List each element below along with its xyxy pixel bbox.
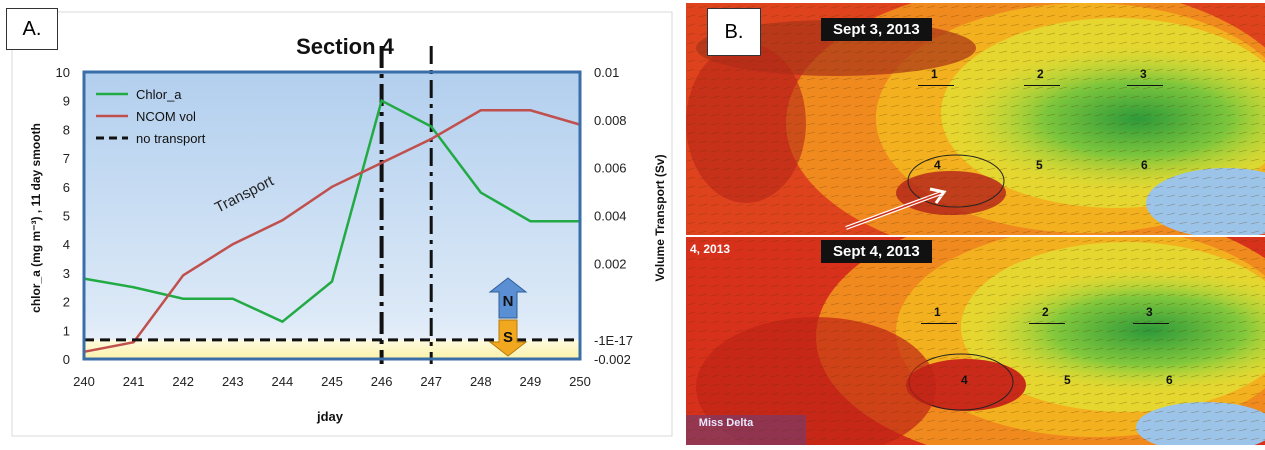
section-label-4: 4: [934, 158, 941, 172]
section-label-2: 2: [1037, 67, 1044, 81]
x-tick-label: 248: [470, 374, 492, 389]
plot-border: [82, 70, 582, 361]
section-underline: [1133, 323, 1169, 324]
right-axis-label: Volume Transport (Sv): [653, 154, 667, 281]
section-label-2: 2: [1042, 305, 1049, 319]
plot-background: [84, 72, 580, 359]
map-panel-b: Sept 3, 2013 1 2 3 4 5 6: [683, 0, 1265, 445]
north-label: N: [503, 293, 514, 310]
south-label: S: [503, 329, 513, 346]
x-tick-label: 249: [520, 374, 542, 389]
section-underline: [1029, 323, 1065, 324]
series-line-chlor-a: [83, 98, 580, 324]
x-tick-label: 250: [569, 374, 591, 389]
left-tick-label: 0: [63, 352, 70, 367]
x-tick-label: 242: [172, 374, 194, 389]
map-sept-3: Sept 3, 2013 1 2 3 4 5 6: [686, 3, 1265, 235]
legend-entry: no transport: [136, 131, 206, 146]
chart-title: Section 4: [296, 34, 395, 59]
section-label-5: 5: [1064, 373, 1071, 387]
south-arrow: [488, 319, 528, 357]
right-tick-label: 0.01: [594, 65, 619, 80]
section-label-5: 5: [1036, 158, 1043, 172]
right-tick-label: 0.008: [594, 113, 627, 128]
section-underline: [921, 323, 957, 324]
section-label-1: 1: [931, 67, 938, 81]
left-tick-label: 3: [63, 266, 70, 281]
below-zero-band: [84, 339, 580, 359]
right-tick-label: 0.006: [594, 161, 627, 176]
map-sept-4: 4, 2013 Sept 4, 2013 1 2 3 4 5 6 Miss De…: [686, 237, 1265, 445]
panel-a-tag: A.: [6, 8, 58, 50]
legend-entry: NCOM vol: [136, 109, 196, 124]
map-sept-3-image: [686, 3, 1265, 235]
x-tick-label: 245: [321, 374, 343, 389]
north-arrow: [488, 277, 528, 319]
chart-panel-a: 0 1 2 3 4 5 6 7 8 9 10 -0.002 -1E-17 0.002 0.004 0.006 0…: [6, 8, 673, 437]
x-tick-label: 240: [73, 374, 95, 389]
section-underline: [1127, 85, 1163, 86]
left-tick-label: 8: [63, 122, 70, 137]
left-axis-label: chlor_a (mg m⁻³) , 11 day smooth: [29, 123, 43, 313]
map-date-label: Sept 3, 2013: [821, 18, 932, 41]
left-tick-label: 5: [63, 209, 70, 224]
left-tick-label: 10: [56, 65, 70, 80]
section-underline: [1024, 85, 1060, 86]
section-label-3: 3: [1140, 67, 1147, 81]
map-partial-date: 4, 2013: [690, 242, 731, 256]
x-tick-label: 244: [272, 374, 294, 389]
left-tick-label: 7: [63, 151, 70, 166]
left-tick-label: 6: [63, 180, 70, 195]
section-label-3: 3: [1146, 305, 1153, 319]
right-tick-label: -0.002: [594, 352, 631, 367]
panel-b-tag: B.: [707, 8, 761, 56]
x-tick-label: 246: [371, 374, 393, 389]
miss-delta-label: Miss Delta: [698, 417, 754, 429]
left-tick-label: 4: [63, 237, 70, 252]
x-tick-label: 247: [420, 374, 442, 389]
x-tick-label: 241: [123, 374, 145, 389]
left-tick-label: 9: [63, 94, 70, 109]
section-label-6: 6: [1166, 373, 1173, 387]
right-tick-label: 0.002: [594, 256, 627, 271]
left-tick-label: 1: [63, 323, 70, 338]
map-date-label: Sept 4, 2013: [821, 240, 932, 263]
legend-entry: Chlor_a: [136, 87, 182, 102]
section-label-6: 6: [1141, 158, 1148, 172]
x-tick-label: 243: [222, 374, 244, 389]
chart-svg: 0 1 2 3 4 5 6 7 8 9 10 -0.002 -1E-17 0.002 0.004 0.006 0…: [11, 11, 673, 437]
map-sept-4-image: [686, 237, 1265, 445]
section-label-4: 4: [961, 373, 968, 387]
right-tick-label: 0.004: [594, 209, 627, 224]
series-line-ncom-vol: [83, 109, 581, 354]
left-tick-label: 2: [63, 295, 70, 310]
section-label-1: 1: [934, 305, 941, 319]
right-tick-label: -1E-17: [594, 333, 633, 348]
x-axis-label: jday: [316, 409, 344, 424]
section-underline: [918, 85, 954, 86]
